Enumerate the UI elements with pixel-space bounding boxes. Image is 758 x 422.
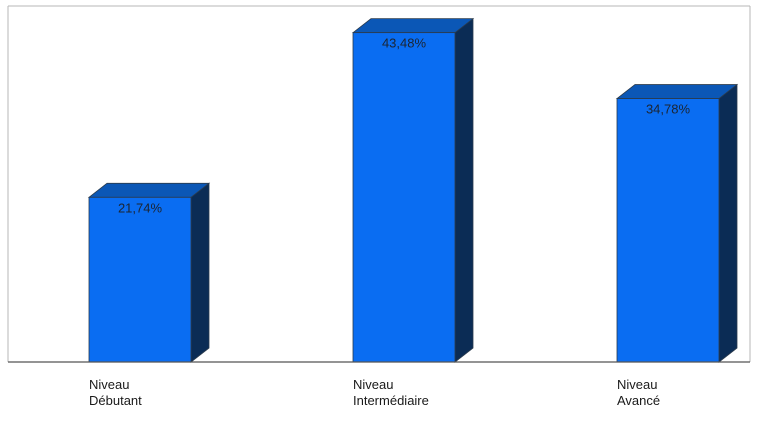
bar-top-face <box>615 84 739 99</box>
category-label-line: Débutant <box>89 393 142 408</box>
bars-layer: 21,74% 43,48% 34,78% <box>87 17 739 363</box>
bar-top-face <box>351 18 475 34</box>
bar-side-face <box>718 83 738 363</box>
bar-value-label: 21,74% <box>118 200 163 215</box>
category-label-line: Avancé <box>617 393 660 408</box>
category-label-line: Niveau <box>89 377 129 392</box>
category-label-line: Niveau <box>617 377 657 392</box>
bar-1: 21,74% <box>87 182 211 363</box>
bar-top-face <box>87 182 211 198</box>
bar-value-label: 43,48% <box>382 36 427 51</box>
bar-side-face <box>454 17 474 363</box>
bar-front-face <box>88 196 192 363</box>
bar-front-face <box>616 98 720 363</box>
category-label-line: Niveau <box>353 377 393 392</box>
bar-side-face <box>190 182 210 363</box>
bar-2: 43,48% <box>351 17 475 363</box>
category-label: Niveau Débutant <box>89 377 142 408</box>
bar-value-label: 34,78% <box>646 102 691 117</box>
category-label-line: Intermédiaire <box>353 393 429 408</box>
category-label: Niveau Avancé <box>617 377 660 408</box>
bar-3: 34,78% <box>615 83 739 363</box>
category-label: Niveau Intermédiaire <box>353 377 429 408</box>
bar-front-face <box>352 32 456 363</box>
